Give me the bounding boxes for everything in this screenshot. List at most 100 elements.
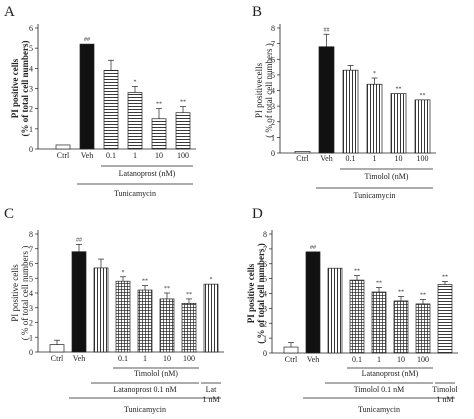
bar <box>103 69 119 150</box>
bar <box>203 283 219 353</box>
significance-label: ** <box>420 93 426 99</box>
y-tick-label: 7 <box>271 40 275 49</box>
y-tick-label: 5 <box>29 274 33 283</box>
category-label: 1 <box>377 355 381 364</box>
y-tick-label: 1 <box>263 334 267 343</box>
y-tick-label: 3 <box>29 85 33 94</box>
category-label: Ctrl <box>57 151 70 160</box>
group-label: Tunicamycin <box>358 405 400 414</box>
significance-label: ## <box>84 37 90 43</box>
category-label: Veh <box>307 355 319 364</box>
y-tick-label: 8 <box>271 24 275 33</box>
y-tick-label: 5 <box>263 275 267 284</box>
bar <box>342 69 359 154</box>
bar <box>366 83 383 154</box>
group-label: Lat 1 nM <box>202 385 219 404</box>
category-label: 10 <box>163 354 171 363</box>
group-label: Tunicamycin <box>114 189 156 198</box>
category-label: 0.1 <box>106 151 116 160</box>
y-tick-label: 6 <box>271 55 275 64</box>
y-tick-label: 1 <box>29 333 33 342</box>
category-label: 100 <box>177 151 189 160</box>
group-label: Latanoprost (nM) <box>362 369 419 378</box>
category-label: 100 <box>417 355 429 364</box>
significance-label: ## <box>310 245 316 251</box>
category-label: 0.1 <box>118 354 128 363</box>
y-axis-label: PI positive cells <box>246 263 256 323</box>
significance-label: ** <box>142 279 148 285</box>
y-tick-label: 4 <box>271 87 275 96</box>
category-label: 1 <box>143 354 147 363</box>
y-axis-label: PI positivecells <box>254 62 264 118</box>
y-tick-label: 7 <box>263 245 267 254</box>
bar <box>151 118 167 150</box>
bar <box>305 251 321 354</box>
significance-label: ** <box>164 286 170 292</box>
panel-letter: C <box>4 206 14 222</box>
y-tick-label: 0 <box>271 149 275 158</box>
bar <box>137 289 153 353</box>
y-tick-label: 3 <box>29 304 33 313</box>
category-label: 100 <box>417 154 429 163</box>
significance-label: ## <box>76 237 82 243</box>
significance-label: ## <box>324 27 330 33</box>
category-label: 10 <box>395 154 403 163</box>
y-tick-label: 1 <box>29 125 33 134</box>
category-label: 1 <box>133 151 137 160</box>
significance-label: * <box>134 79 137 85</box>
y-tick-label: 2 <box>29 319 33 328</box>
y-tick-label: 0 <box>263 349 267 358</box>
category-label: Ctrl <box>285 355 298 364</box>
y-tick-label: 2 <box>271 118 275 127</box>
bar <box>55 144 71 150</box>
y-tick-label: 8 <box>263 230 267 239</box>
y-tick-label: 3 <box>271 102 275 111</box>
y-tick-label: 6 <box>29 24 33 33</box>
y-axis-label: PI positive cells <box>10 264 20 322</box>
significance-label: * <box>373 71 376 77</box>
bar <box>414 99 431 154</box>
bar <box>390 93 407 154</box>
bar <box>349 279 365 354</box>
panel-letter: D <box>252 206 263 222</box>
y-tick-label: 6 <box>263 260 267 269</box>
bar <box>181 302 197 353</box>
bar <box>318 46 335 154</box>
significance-label: ** <box>186 292 192 298</box>
y-axis-label: (% of total cell numbers) <box>20 41 30 137</box>
y-tick-label: 4 <box>263 290 267 299</box>
bar <box>49 344 65 353</box>
significance-label: ** <box>396 87 402 93</box>
y-tick-label: 4 <box>29 289 33 298</box>
significance-label: * <box>210 277 213 283</box>
group-label: Latanoprost (nM) <box>119 169 176 178</box>
bar <box>159 298 175 353</box>
bar <box>437 284 453 354</box>
y-tick-label: 6 <box>29 260 33 269</box>
group-label: Latanoprost 0.1 nM <box>113 385 176 394</box>
category-label: 10 <box>155 151 163 160</box>
y-tick-label: 4 <box>29 64 33 73</box>
category-label: 10 <box>397 355 405 364</box>
y-axis-label: ( % of total cell numbers ) <box>20 246 30 340</box>
category-label: Veh <box>73 354 85 363</box>
bar <box>175 112 191 150</box>
bar <box>283 346 299 354</box>
bar <box>127 92 143 150</box>
y-tick-label: 5 <box>271 71 275 80</box>
group-label: Timolol 0.1 nM <box>354 385 405 394</box>
bar <box>327 267 343 354</box>
category-label: Ctrl <box>296 154 309 163</box>
group-label: Timolol (nM) <box>365 172 409 181</box>
y-axis-label: PI positive cells <box>10 58 20 118</box>
y-tick-label: 8 <box>29 230 33 239</box>
chart-panel-d: D 0 1 2 3 4 5 6 7 8 PI positive cells( % of total … <box>246 206 459 414</box>
bar <box>371 291 387 354</box>
chart-panel-c: C 0 1 2 3 4 5 6 7 8 PI positive cells( % of total … <box>4 206 224 414</box>
category-label: Veh <box>320 154 332 163</box>
category-label: Veh <box>81 151 93 160</box>
significance-label: ** <box>398 289 404 295</box>
significance-label: ** <box>156 102 162 108</box>
panel-letter: A <box>4 4 15 20</box>
